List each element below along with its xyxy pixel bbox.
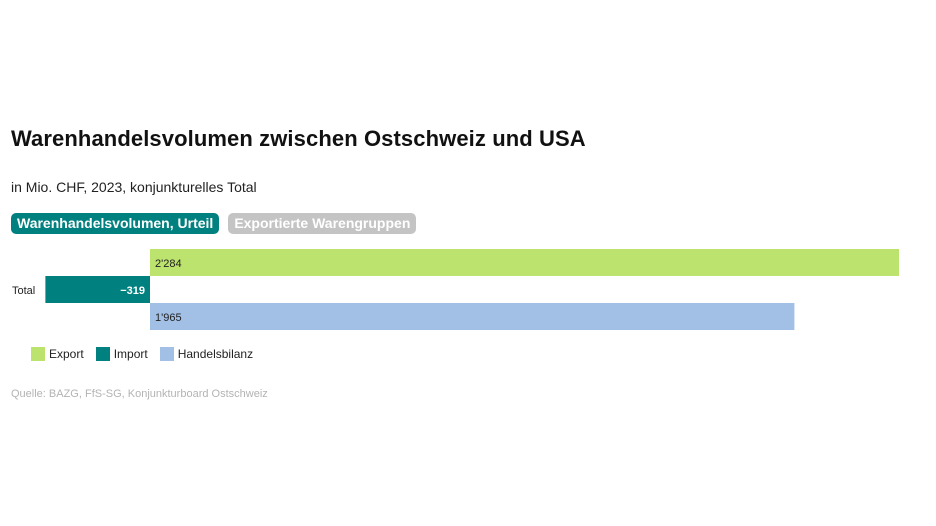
legend: Export Import Handelsbilanz (31, 347, 253, 361)
category-label-total: Total (12, 285, 35, 297)
legend-item-export[interactable]: Export (31, 347, 84, 361)
legend-item-handelsbilanz[interactable]: Handelsbilanz (159, 347, 254, 361)
legend-swatch-export (31, 347, 45, 361)
tab-bar: Warenhandelsvolumen, Urteil Exportierte … (11, 213, 417, 234)
source-note: Quelle: BAZG, FfS-SG, Konjunkturboard Os… (11, 388, 268, 400)
tab-warenhandelsvolumen[interactable]: Warenhandelsvolumen, Urteil (11, 213, 220, 234)
legend-label-handelsbilanz: Handelsbilanz (177, 347, 254, 361)
bar-export (150, 249, 899, 276)
data-label-export: 2'284 (155, 258, 182, 270)
legend-item-import[interactable]: Import (95, 347, 148, 361)
data-label-import: −319 (120, 285, 145, 297)
legend-label-import: Import (113, 347, 148, 361)
bar-handelsbilanz (150, 303, 795, 330)
tab-exportierte-warengruppen[interactable]: Exportierte Warengruppen (228, 213, 417, 234)
legend-label-export: Export (49, 347, 84, 361)
bar-chart: Total 2'284 −319 1'965 (12, 249, 899, 330)
legend-swatch-handelsbilanz (159, 347, 174, 361)
chart-title: Warenhandelsvolumen zwischen Ostschweiz … (11, 126, 586, 151)
chart-subtitle: in Mio. CHF, 2023, konjunkturelles Total (11, 179, 257, 195)
bar-import (45, 276, 150, 303)
legend-swatch-import (95, 347, 110, 361)
data-label-handelsbilanz: 1'965 (155, 312, 182, 324)
